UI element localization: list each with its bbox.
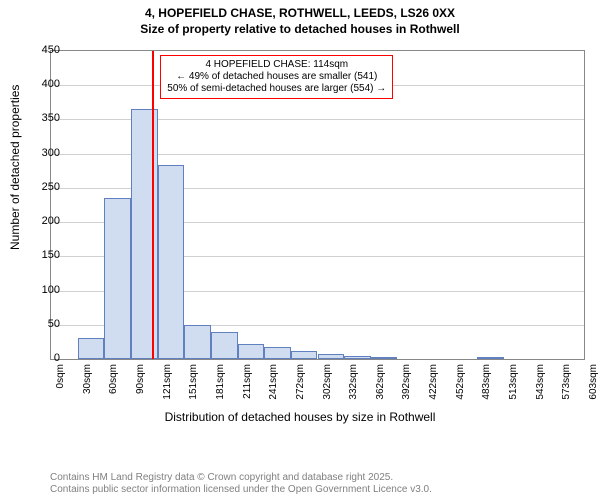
title-line2: Size of property relative to detached ho…: [0, 22, 600, 38]
footer-line2: Contains public sector information licen…: [50, 484, 432, 496]
annotation-line3: 50% of semi-detached houses are larger (…: [167, 83, 386, 95]
x-tick-label: 483sqm: [481, 364, 492, 414]
plot-area: 4 HOPEFIELD CHASE: 114sqm← 49% of detach…: [50, 50, 585, 360]
footer-attribution: Contains HM Land Registry data © Crown c…: [50, 472, 432, 496]
property-marker-line: [152, 51, 154, 359]
y-axis-label: Number of detached properties: [8, 85, 22, 250]
histogram-bar: [291, 351, 318, 359]
x-tick-label: 543sqm: [535, 364, 546, 414]
y-tick-label: 150: [30, 249, 60, 261]
histogram-bar: [78, 338, 105, 359]
title-line1: 4, HOPEFIELD CHASE, ROTHWELL, LEEDS, LS2…: [0, 6, 600, 22]
histogram-bar: [158, 165, 185, 359]
x-tick-label: 211sqm: [242, 364, 253, 414]
y-tick-label: 300: [30, 147, 60, 159]
x-tick-label: 0sqm: [55, 364, 66, 414]
x-tick-label: 513sqm: [508, 364, 519, 414]
x-tick-label: 121sqm: [162, 364, 173, 414]
x-tick-label: 392sqm: [401, 364, 412, 414]
annotation-box: 4 HOPEFIELD CHASE: 114sqm← 49% of detach…: [160, 55, 393, 99]
y-tick-label: 250: [30, 181, 60, 193]
chart-container: Number of detached properties 4 HOPEFIEL…: [0, 40, 600, 460]
y-tick-label: 400: [30, 78, 60, 90]
x-tick-label: 272sqm: [295, 364, 306, 414]
x-tick-label: 151sqm: [188, 364, 199, 414]
x-tick-label: 452sqm: [455, 364, 466, 414]
x-tick-label: 332sqm: [348, 364, 359, 414]
histogram-bar: [344, 356, 371, 359]
x-axis-label: Distribution of detached houses by size …: [0, 410, 600, 424]
x-tick-label: 362sqm: [375, 364, 386, 414]
x-tick-label: 90sqm: [135, 364, 146, 414]
footer-line1: Contains HM Land Registry data © Crown c…: [50, 472, 432, 484]
histogram-bar: [211, 332, 238, 359]
annotation-line2: ← 49% of detached houses are smaller (54…: [167, 71, 386, 83]
x-tick-label: 241sqm: [268, 364, 279, 414]
histogram-bar: [318, 354, 345, 359]
x-tick-label: 60sqm: [108, 364, 119, 414]
x-tick-label: 181sqm: [215, 364, 226, 414]
y-tick-label: 350: [30, 112, 60, 124]
histogram-bar: [264, 347, 291, 359]
histogram-bar: [238, 344, 265, 359]
x-tick-label: 573sqm: [561, 364, 572, 414]
annotation-line1: 4 HOPEFIELD CHASE: 114sqm: [167, 59, 386, 71]
x-tick-label: 422sqm: [428, 364, 439, 414]
y-tick-label: 50: [30, 318, 60, 330]
y-tick-label: 200: [30, 215, 60, 227]
histogram-bar: [371, 357, 398, 359]
y-tick-label: 450: [30, 44, 60, 56]
histogram-bar: [104, 198, 131, 359]
x-tick-label: 30sqm: [82, 364, 93, 414]
y-tick-label: 0: [30, 352, 60, 364]
x-tick-label: 302sqm: [322, 364, 333, 414]
x-tick-label: 603sqm: [588, 364, 599, 414]
y-tick-label: 100: [30, 284, 60, 296]
histogram-bar: [477, 357, 504, 359]
histogram-bar: [184, 325, 211, 359]
